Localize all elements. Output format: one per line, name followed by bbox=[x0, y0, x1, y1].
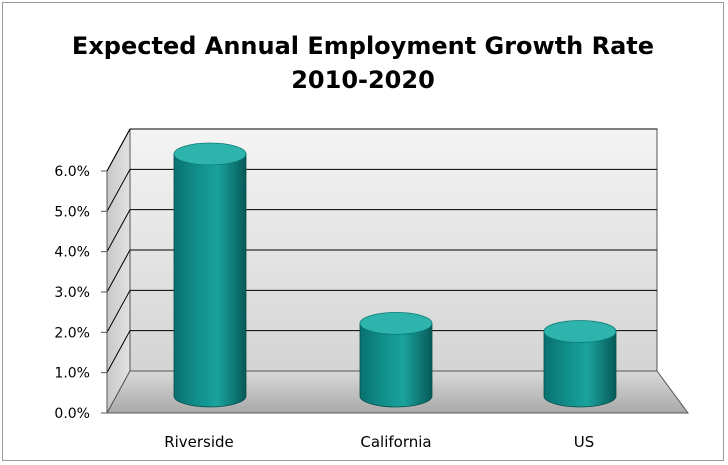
y-tick-label: 4.0% bbox=[54, 245, 90, 261]
y-tick-label: 3.0% bbox=[54, 285, 90, 301]
bar-top bbox=[359, 311, 433, 335]
chart-gridlines bbox=[106, 128, 657, 373]
bar-california bbox=[359, 311, 433, 408]
chart-title: Expected Annual Employment Growth Rate 2… bbox=[3, 29, 723, 97]
y-axis-ticks: 0.0% 1.0% 2.0% 3.0% 4.0% 5.0% 6.0% bbox=[54, 164, 108, 422]
bar-us bbox=[543, 320, 617, 408]
gridline bbox=[106, 168, 657, 212]
bar-body bbox=[543, 331, 617, 408]
x-axis-labels: Riverside California US bbox=[164, 433, 594, 451]
chart-title-line-2: 2010-2020 bbox=[291, 66, 435, 94]
gridline bbox=[106, 128, 657, 172]
chart-title-line-1: Expected Annual Employment Growth Rate bbox=[71, 32, 655, 60]
bar-body bbox=[359, 323, 433, 408]
bar-body bbox=[173, 153, 247, 408]
y-tick-label: 2.0% bbox=[54, 325, 90, 341]
gridline bbox=[106, 209, 657, 252]
bar-top bbox=[543, 320, 617, 343]
bar-riverside bbox=[173, 142, 247, 408]
y-tick-label: 6.0% bbox=[54, 164, 90, 180]
y-tick-label: 0.0% bbox=[54, 406, 90, 422]
chart-bars bbox=[173, 142, 617, 408]
gridline bbox=[106, 249, 657, 293]
bar-top bbox=[173, 142, 247, 166]
gridline bbox=[106, 289, 657, 333]
x-label-california: California bbox=[360, 433, 431, 451]
y-tick-label: 1.0% bbox=[54, 366, 90, 382]
y-tick-label: 5.0% bbox=[54, 204, 90, 220]
gridline bbox=[106, 330, 657, 373]
x-label-us: US bbox=[574, 433, 595, 451]
x-label-riverside: Riverside bbox=[164, 433, 234, 451]
